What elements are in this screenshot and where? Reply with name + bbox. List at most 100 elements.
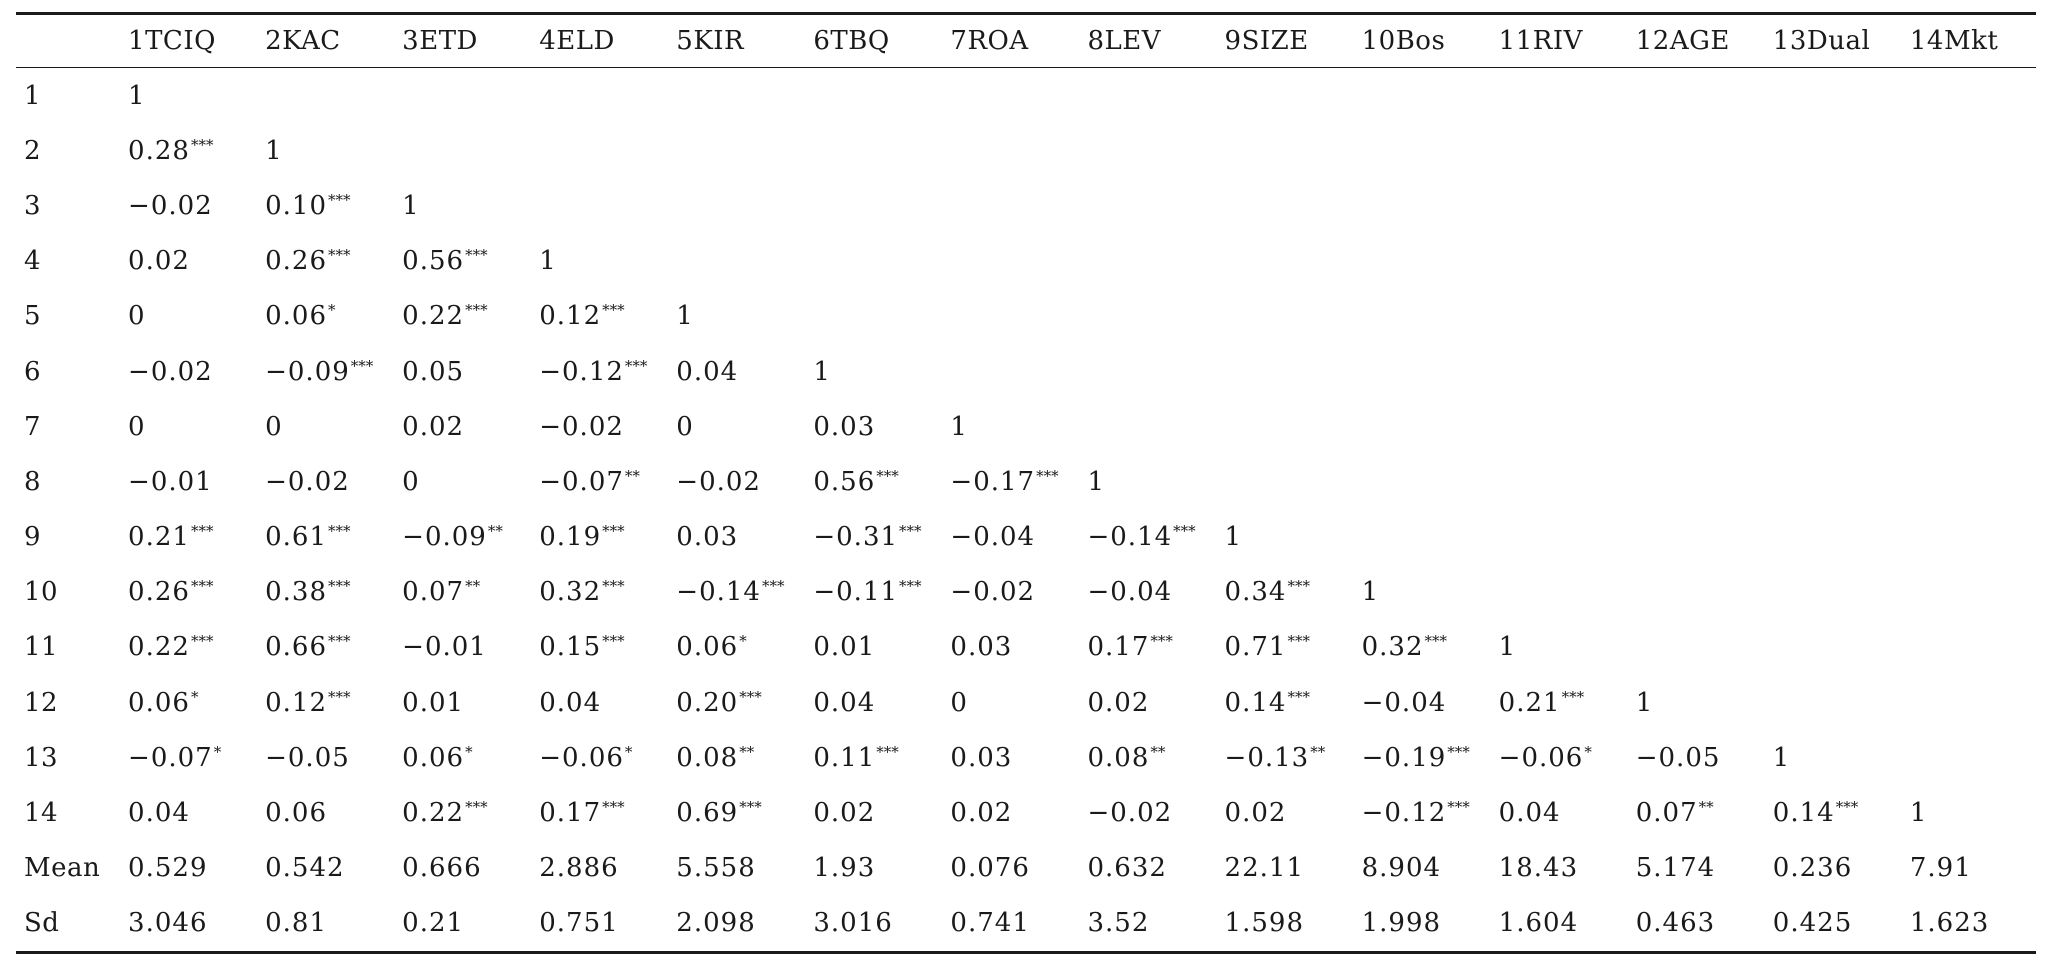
cell-value: 0.03 xyxy=(950,632,1013,663)
significance-stars: *** xyxy=(190,522,214,541)
table-cell: 1 xyxy=(1487,620,1624,675)
table-cell xyxy=(1213,68,1350,124)
cell-value: 0.19 xyxy=(539,522,602,553)
cell-value: 3.046 xyxy=(128,908,208,939)
cell-value: 0.56 xyxy=(813,466,876,497)
table-cell: 0.076 xyxy=(938,841,1075,896)
table-cell xyxy=(1213,344,1350,399)
table-cell: 0.542 xyxy=(253,841,390,896)
cell-value: −0.02 xyxy=(128,356,213,387)
table-cell: −0.05 xyxy=(253,730,390,785)
table-cell: 22.11 xyxy=(1213,841,1350,896)
table-cell: 0.61*** xyxy=(253,510,390,565)
table-row: Mean 0.529 0.542 0.666 2.886 5.558 1.93 0.076 0.… xyxy=(16,841,2036,896)
table-row: 6 −0.02 −0.09*** 0.05 −0.12*** 0.04 1 xyxy=(16,344,2036,399)
significance-stars: ** xyxy=(487,522,503,541)
table-cell xyxy=(1761,399,1898,454)
table-cell xyxy=(1624,344,1761,399)
table-cell: 0.04 xyxy=(801,675,938,730)
table-cell: −0.13** xyxy=(1213,730,1350,785)
row-label: 13 xyxy=(24,742,59,773)
table-cell xyxy=(664,123,801,178)
table-cell: 0.01 xyxy=(801,620,938,675)
table-cell: 1.598 xyxy=(1213,896,1350,953)
table-cell xyxy=(938,68,1075,124)
table-cell xyxy=(1898,730,2036,785)
table-cell xyxy=(1075,234,1212,289)
column-header: 8LEV xyxy=(1087,26,1162,56)
table-cell: 0.12*** xyxy=(527,289,664,344)
table-cell: 0.21*** xyxy=(1487,675,1624,730)
cell-value: 0.01 xyxy=(813,632,876,663)
table-row: 5 0 0.06* 0.22*** 0.12*** 1 xyxy=(16,289,2036,344)
table-row: 7 0 0 0.02 −0.02 0 0.03 1 xyxy=(16,399,2036,454)
table-cell: 0.56*** xyxy=(390,234,527,289)
cell-value: 0.076 xyxy=(950,853,1030,884)
cell-value: 0.03 xyxy=(676,522,739,553)
cell-value: 22.11 xyxy=(1224,853,1304,884)
table-cell: 0.17*** xyxy=(1075,620,1212,675)
column-header: 7ROA xyxy=(950,26,1029,56)
cell-value: 0.03 xyxy=(813,411,876,442)
table-cell: −0.01 xyxy=(116,454,253,509)
table-cell: 0.04 xyxy=(664,344,801,399)
cell-value: 0.14 xyxy=(1224,687,1287,718)
table-cell xyxy=(1761,565,1898,620)
table-cell: 0.28*** xyxy=(116,123,253,178)
cell-value: 3.52 xyxy=(1087,908,1150,939)
column-header: 4ELD xyxy=(539,26,615,56)
cell-value: −0.04 xyxy=(1087,577,1173,608)
row-label: Mean xyxy=(24,853,101,884)
cell-value: 0.08 xyxy=(676,742,739,773)
cell-value: 0 xyxy=(676,411,694,442)
table-cell: 0.04 xyxy=(116,785,253,840)
significance-stars: * xyxy=(190,687,199,706)
correlation-table: 1TCIQ 2KAC 3ETD 4ELD 5KIR 6TBQ 7ROA 8LEV 9SIZE 10… xyxy=(16,12,2036,954)
table-cell: 0.06 xyxy=(253,785,390,840)
cell-value: −0.01 xyxy=(128,466,213,497)
table-cell: 0.666 xyxy=(390,841,527,896)
table-cell xyxy=(527,68,664,124)
table-cell: 0.71*** xyxy=(1213,620,1350,675)
cell-value: 1 xyxy=(402,190,420,221)
table-cell xyxy=(664,178,801,233)
significance-stars: *** xyxy=(739,687,762,706)
table-cell: −0.06* xyxy=(1487,730,1624,785)
table-cell xyxy=(801,234,938,289)
table-cell xyxy=(1761,68,1898,124)
table-cell: 0.01 xyxy=(390,675,527,730)
table-cell xyxy=(390,68,527,124)
table-cell: −0.04 xyxy=(1075,565,1212,620)
cell-value: 0.22 xyxy=(128,632,190,663)
cell-value: 2.098 xyxy=(676,908,756,939)
cell-value: 0.02 xyxy=(950,798,1013,829)
table-cell: 0.38*** xyxy=(253,565,390,620)
table-cell xyxy=(1624,178,1761,233)
table-cell xyxy=(1898,234,2036,289)
significance-stars: *** xyxy=(465,246,488,265)
cell-value: 0.71 xyxy=(1224,632,1287,663)
table-cell: −0.19*** xyxy=(1350,730,1487,785)
table-cell xyxy=(1075,399,1212,454)
cell-value: 0.21 xyxy=(128,522,190,553)
cell-value: 0.741 xyxy=(950,908,1030,939)
cell-value: −0.07 xyxy=(539,466,624,497)
significance-stars: *** xyxy=(1287,577,1310,596)
table-cell: 0.02 xyxy=(1213,785,1350,840)
significance-stars: *** xyxy=(602,522,625,541)
significance-stars: *** xyxy=(465,798,488,817)
row-label: Sd xyxy=(24,908,60,939)
cell-value: 0.04 xyxy=(128,798,190,829)
significance-stars: ** xyxy=(1310,742,1326,761)
cell-value: 0.22 xyxy=(402,301,465,332)
table-cell: 0.02 xyxy=(801,785,938,840)
table-cell: 0.06* xyxy=(116,675,253,730)
row-label: 7 xyxy=(24,411,42,442)
table-cell: −0.02 xyxy=(938,565,1075,620)
table-cell: 1 xyxy=(1624,675,1761,730)
cell-value: 0.02 xyxy=(813,798,876,829)
table-cell: 5.174 xyxy=(1624,841,1761,896)
table-cell: 0 xyxy=(253,399,390,454)
table-cell xyxy=(1624,123,1761,178)
cell-value: 0.21 xyxy=(402,908,465,939)
